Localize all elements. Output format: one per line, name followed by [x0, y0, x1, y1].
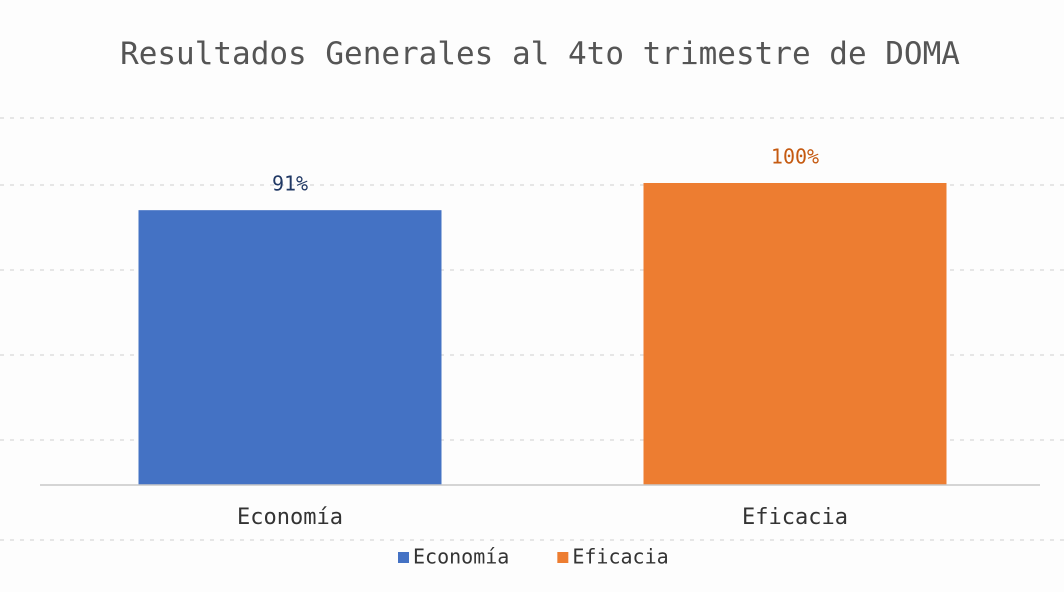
chart-title: Resultados Generales al 4to trimestre de… [120, 36, 960, 72]
x-tick-label: Eficacia [742, 505, 848, 530]
legend-label: Eficacia [572, 545, 668, 569]
x-tick-label: Economía [237, 505, 343, 530]
data-label: 100% [771, 145, 819, 169]
bar [643, 183, 947, 485]
bar [138, 210, 442, 485]
legend-swatch [398, 552, 409, 563]
legend-swatch [557, 552, 569, 563]
legend-label: Economía [413, 545, 509, 569]
data-label: 91% [272, 172, 308, 196]
